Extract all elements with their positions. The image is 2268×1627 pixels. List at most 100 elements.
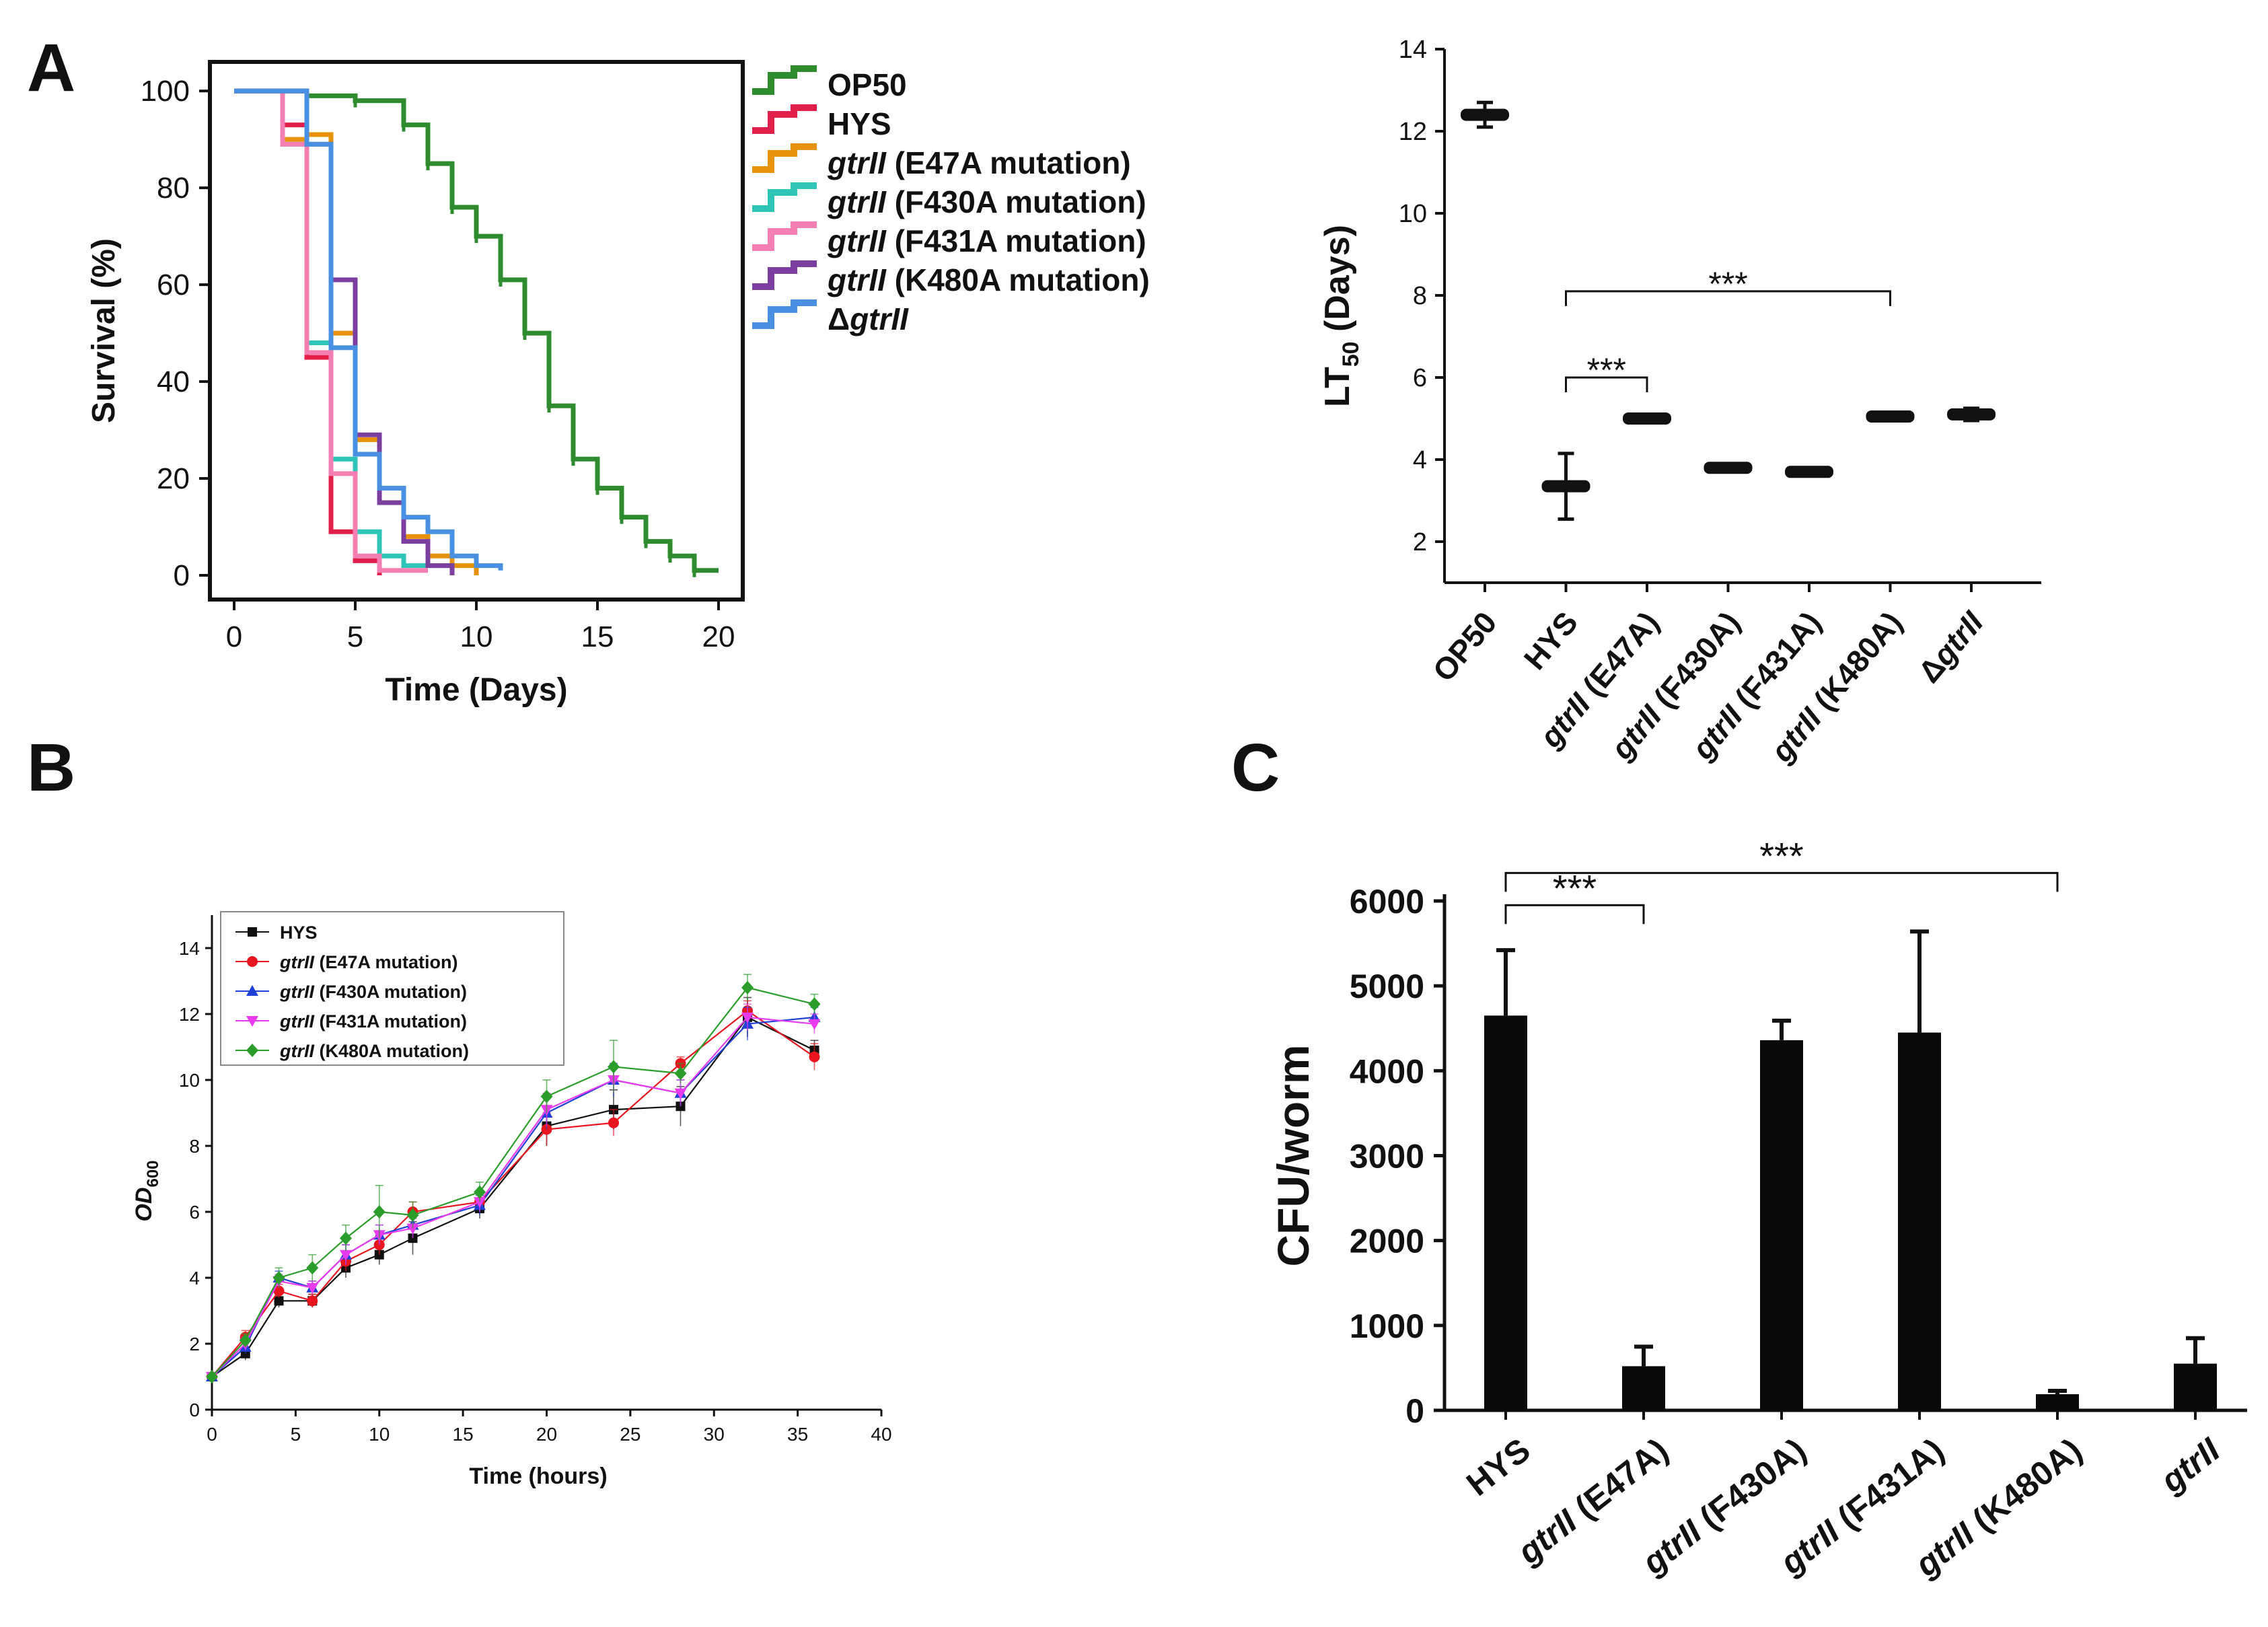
survival-legend-gene: gtrII: [827, 145, 887, 180]
survival-legend-label-5: gtrII (K480A mutation): [827, 262, 1150, 297]
survival-legend-swatch-1: [752, 104, 817, 134]
cfu-significance-bracket: [1504, 904, 1645, 925]
growth-legend-label-4: gtrII (K480A mutation): [279, 1041, 469, 1061]
survival-y-tick-label: 40: [157, 365, 190, 398]
cfu-y-tick-label: 1000: [1350, 1307, 1424, 1345]
survival-legend-suffix: (K480A mutation): [886, 262, 1150, 297]
growth-legend-marker-1: [247, 956, 258, 967]
survival-x-tick-label: 20: [702, 620, 735, 653]
growth-point-4: [674, 1066, 687, 1081]
growth-point-4: [474, 1185, 486, 1199]
survival-legend-gene: gtrII: [827, 223, 887, 258]
growth-chart: 0 5 10 15 20 25 30 35 40 0 2 4 6 8 10 12 14 Time (hours) O…: [131, 911, 892, 1489]
growth-point-3: [340, 1250, 352, 1261]
growth-point-3: [306, 1282, 319, 1294]
survival-legend-label-4: gtrII (F431A mutation): [827, 223, 1146, 258]
growth-point-1: [273, 1285, 285, 1297]
growth-point-3: [474, 1197, 486, 1208]
cfu-category-label-5: gtrII: [2153, 1431, 2228, 1501]
survival-y-tick-label: 80: [157, 172, 190, 205]
growth-x-tick-label: 20: [536, 1424, 557, 1445]
growth-point-4: [306, 1261, 319, 1275]
lt50-y-title-tail: (Days): [1318, 225, 1357, 341]
lt50-y-axis-title: LT50 (Days): [1318, 225, 1364, 407]
survival-legend-gene: gtrII: [849, 301, 909, 336]
lt50-y-title-sub: 50: [1338, 341, 1364, 367]
cfu-category-suffix: (E47A): [1561, 1431, 1675, 1532]
cfu-y-tick-label: 3000: [1350, 1138, 1424, 1176]
survival-legend-suffix: (E47A mutation): [886, 145, 1131, 180]
growth-series-line-0: [211, 1016, 815, 1377]
survival-curve-4: [234, 88, 428, 573]
growth-y-title-sub: 600: [144, 1160, 162, 1187]
survival-legend-suffix: (F431A mutation): [886, 223, 1146, 258]
cfu-bar-3: [1898, 1032, 1941, 1410]
cfu-category-gene: gtrII: [2153, 1431, 2228, 1501]
growth-point-4: [406, 1208, 419, 1222]
lt50-y-tick-label: 14: [1399, 36, 1427, 64]
growth-point-4: [373, 1205, 386, 1219]
lt50-category-label-6: ΔgtrII: [1911, 604, 1991, 689]
cfu-significance-label: ***: [1759, 834, 1803, 877]
cfu-bar-1: [1622, 1366, 1665, 1410]
growth-series-line-2: [211, 1016, 815, 1377]
growth-y-axis-title: OD600: [131, 1160, 162, 1221]
growth-x-axis-title: Time (hours): [469, 1463, 607, 1489]
lt50-point: [1461, 108, 1509, 121]
growth-legend-name: HYS: [280, 923, 318, 943]
survival-legend-swatch-3: [752, 182, 817, 212]
panel-label-b: B: [27, 730, 75, 805]
growth-legend-gene: gtrII: [279, 952, 314, 972]
survival-y-tick-label: 20: [157, 462, 190, 495]
growth-legend-suffix: (K480A mutation): [314, 1041, 469, 1061]
growth-x-tick-label: 40: [871, 1424, 891, 1445]
growth-legend-label-2: gtrII (F430A mutation): [279, 982, 467, 1002]
growth-point-4: [808, 997, 821, 1011]
survival-curve-3: [234, 88, 455, 571]
growth-legend-gene: gtrII: [279, 982, 314, 1002]
survival-x-tick-label: 5: [347, 620, 363, 653]
survival-x-axis-title: Time (Days): [385, 672, 567, 708]
survival-legend-label-0: OP50: [828, 67, 907, 102]
growth-y-tick-label: 12: [179, 1004, 200, 1025]
lt50-y-tick-label: 2: [1413, 528, 1427, 556]
lt50-y-tick-label: 8: [1413, 282, 1427, 310]
cfu-bar-0: [1484, 1015, 1527, 1410]
lt50-y-tick-label: 4: [1413, 446, 1427, 474]
growth-point-1: [307, 1295, 318, 1307]
cfu-chart: 0 1000 2000 3000 4000 5000 6000 CFU/worm HYS gtrI…: [1268, 834, 2247, 1584]
growth-x-tick-label: 0: [207, 1424, 217, 1445]
growth-legend-marker-3: [246, 1016, 258, 1027]
lt50-significance-label: ***: [1587, 351, 1626, 389]
growth-legend-suffix: (E47A mutation): [314, 952, 458, 972]
survival-legend-swatch-5: [752, 260, 817, 290]
growth-point-3: [674, 1088, 687, 1099]
growth-y-tick-label: 0: [189, 1400, 200, 1420]
lt50-point: [1947, 408, 1996, 421]
lt50-point: [1541, 480, 1590, 493]
growth-y-tick-label: 8: [189, 1136, 200, 1157]
survival-legend-swatch-0: [752, 65, 817, 95]
survival-legend-label-6: ΔgtrII: [828, 301, 909, 336]
lt50-significance-label: ***: [1708, 265, 1747, 303]
growth-point-3: [808, 1019, 821, 1030]
survival-y-axis-title: Survival (%): [86, 238, 122, 423]
survival-y-tick-label: 0: [174, 559, 190, 592]
survival-legend-gene: gtrII: [827, 184, 887, 219]
lt50-category-label-1: HYS: [1517, 605, 1585, 676]
growth-legend-label-1: gtrII (E47A mutation): [279, 952, 458, 972]
growth-y-tick-label: 2: [189, 1334, 200, 1354]
growth-legend-marker-4: [246, 1044, 258, 1057]
lt50-point: [1866, 410, 1915, 423]
survival-legend-gene: gtrII: [827, 262, 887, 297]
growth-point-0: [274, 1296, 284, 1306]
lt50-significance-bracket: [1565, 290, 1891, 306]
growth-point-3: [741, 1012, 754, 1023]
lt50-y-tick-label: 12: [1399, 118, 1427, 146]
cfu-y-axis-title: CFU/worm: [1268, 1045, 1318, 1267]
lt50-significance-bracket: [1565, 376, 1648, 392]
lt50-y-tick-label: 10: [1399, 200, 1427, 228]
growth-x-tick-label: 15: [453, 1424, 474, 1445]
cfu-bar-5: [2174, 1363, 2217, 1410]
